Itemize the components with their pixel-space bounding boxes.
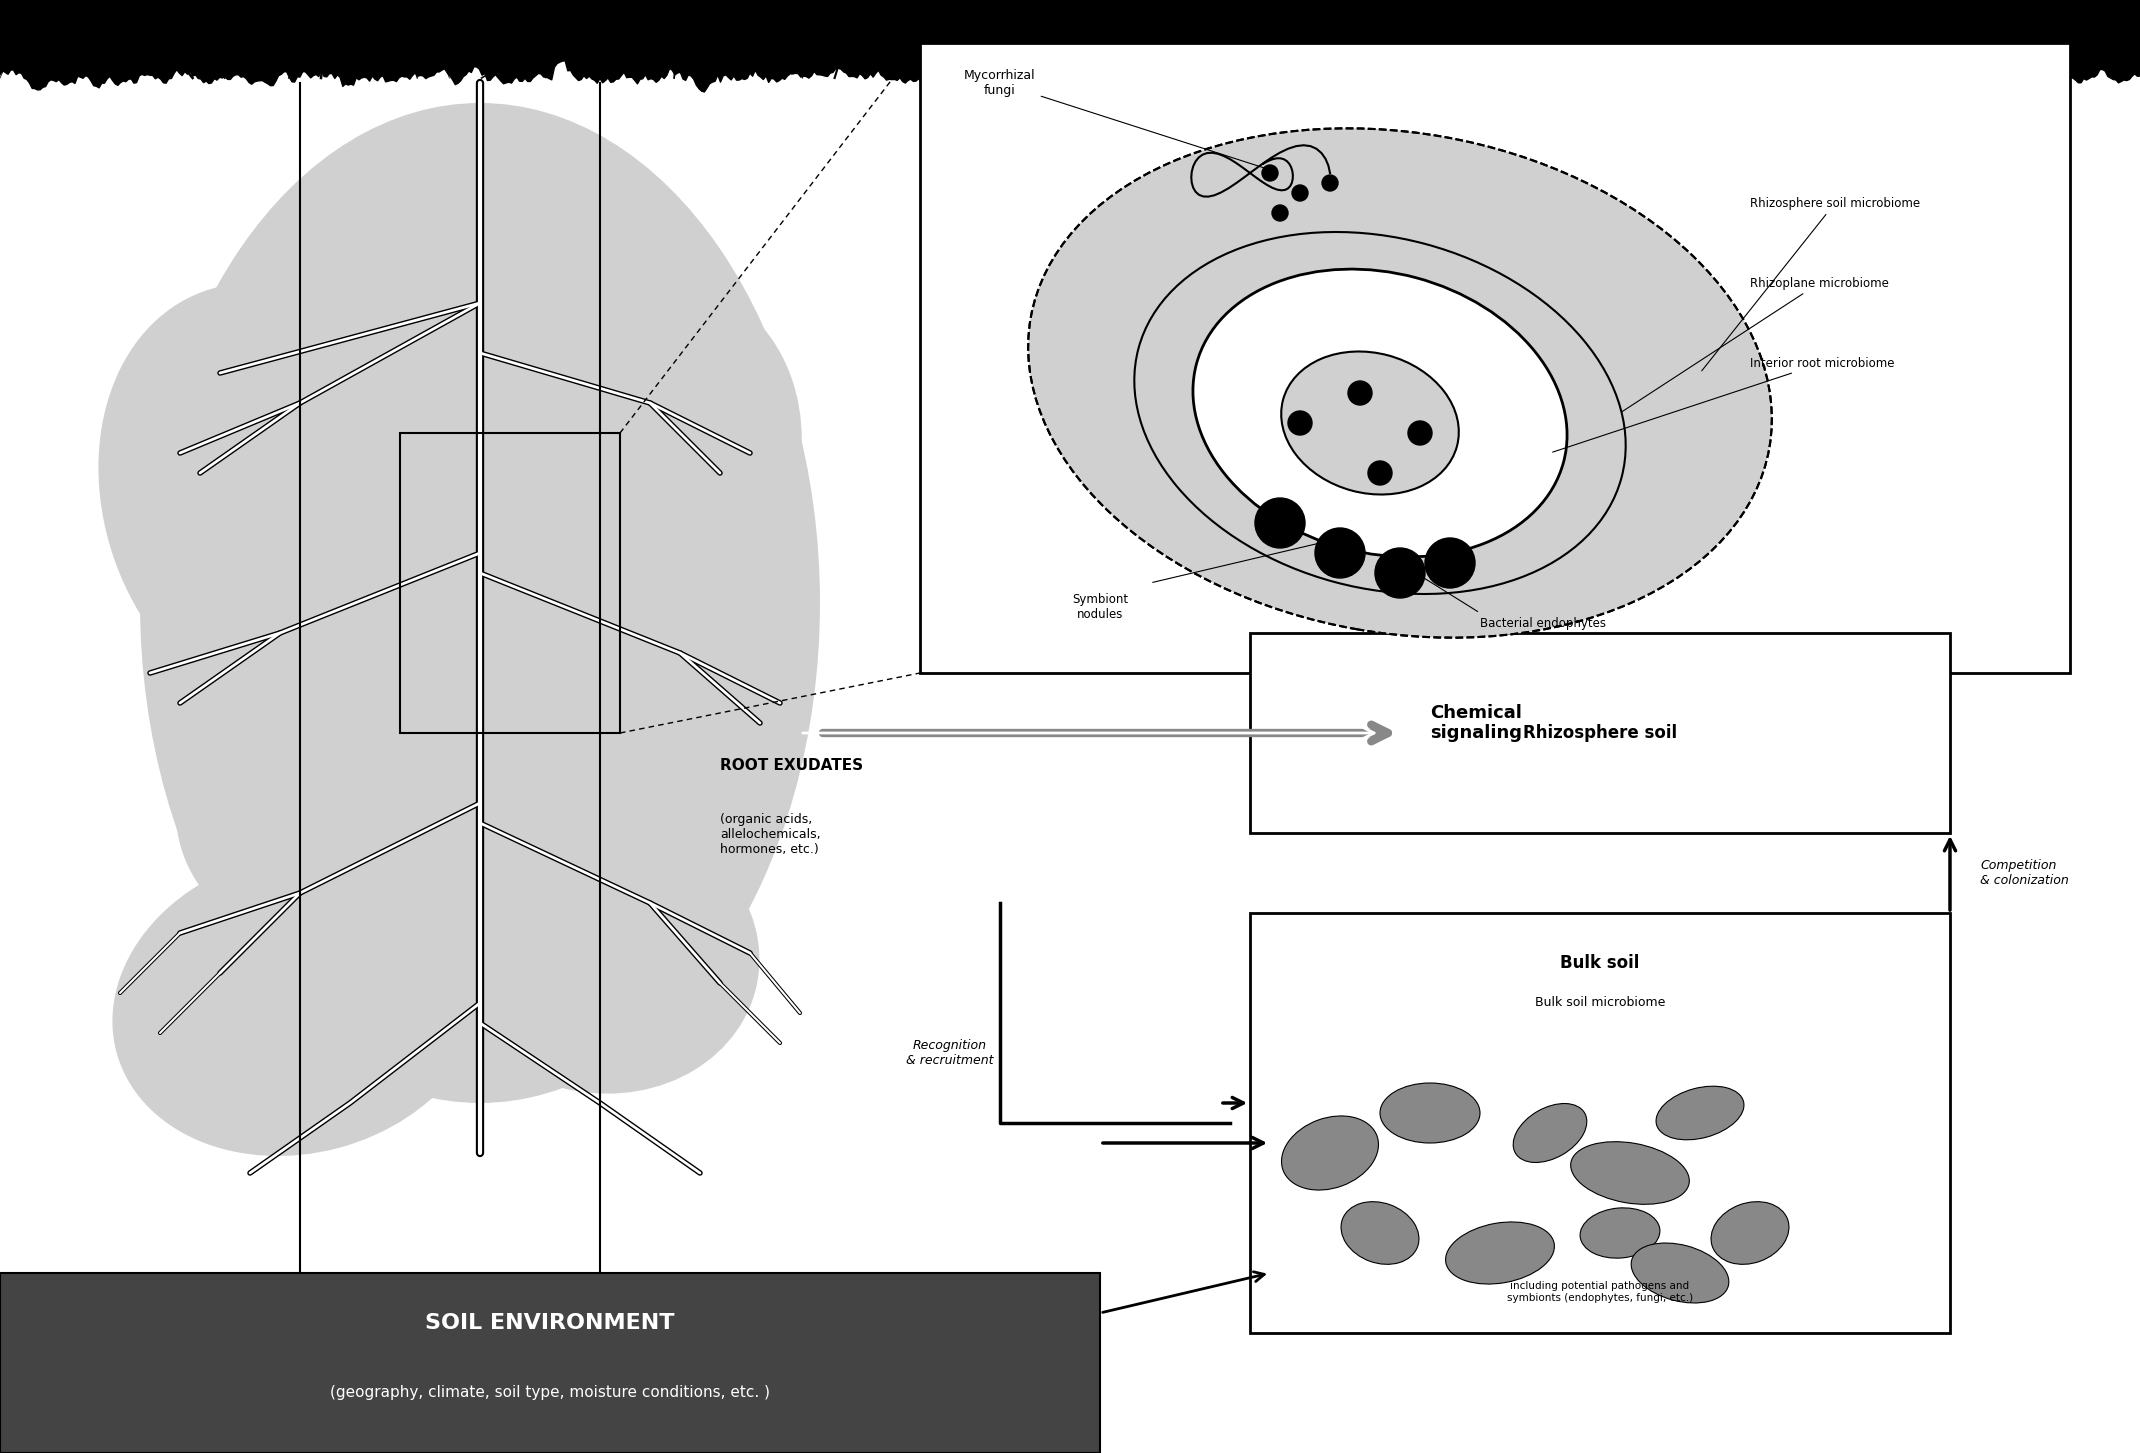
Ellipse shape bbox=[1656, 1087, 1744, 1139]
Text: Chemical
signaling: Chemical signaling bbox=[1430, 703, 1522, 742]
Ellipse shape bbox=[113, 850, 488, 1157]
Ellipse shape bbox=[499, 279, 802, 626]
Text: Bacterial endophytes: Bacterial endophytes bbox=[1481, 616, 1605, 629]
Text: Recognition
& recruitment: Recognition & recruitment bbox=[905, 1039, 993, 1067]
Ellipse shape bbox=[1571, 1142, 1688, 1205]
Circle shape bbox=[1263, 166, 1278, 182]
Circle shape bbox=[1271, 205, 1288, 221]
Ellipse shape bbox=[1192, 269, 1566, 556]
Text: including potential pathogens and
symbionts (endophytes, fungi, etc.): including potential pathogens and symbio… bbox=[1507, 1282, 1693, 1303]
Circle shape bbox=[1314, 527, 1365, 578]
Text: Bulk soil: Bulk soil bbox=[1560, 955, 1639, 972]
Circle shape bbox=[1323, 174, 1338, 190]
Ellipse shape bbox=[1342, 1202, 1419, 1264]
Circle shape bbox=[1408, 421, 1432, 445]
Ellipse shape bbox=[1380, 1082, 1481, 1144]
Ellipse shape bbox=[98, 283, 462, 722]
Ellipse shape bbox=[1712, 1202, 1789, 1264]
Ellipse shape bbox=[409, 594, 691, 912]
Bar bbox=[400, 433, 621, 732]
Bar bbox=[1250, 634, 1950, 833]
Bar bbox=[920, 44, 2069, 673]
Circle shape bbox=[1376, 548, 1425, 599]
Ellipse shape bbox=[1447, 1222, 1554, 1284]
Ellipse shape bbox=[1282, 352, 1459, 494]
Text: Mycorrhizal
fungi: Mycorrhizal fungi bbox=[965, 68, 1278, 171]
Text: (geography, climate, soil type, moisture conditions, etc. ): (geography, climate, soil type, moisture… bbox=[330, 1386, 770, 1401]
Circle shape bbox=[1288, 411, 1312, 434]
Circle shape bbox=[1348, 381, 1372, 405]
Text: Bulk soil microbiome: Bulk soil microbiome bbox=[1534, 997, 1665, 1010]
Text: Rhizosphere soil microbiome: Rhizosphere soil microbiome bbox=[1701, 196, 1920, 371]
Text: Rhizosphere soil: Rhizosphere soil bbox=[1524, 724, 1678, 742]
Ellipse shape bbox=[175, 652, 524, 953]
Text: Rhizoplane microbiome: Rhizoplane microbiome bbox=[1622, 276, 1890, 411]
Ellipse shape bbox=[1282, 1116, 1378, 1190]
Ellipse shape bbox=[139, 103, 820, 1103]
Text: Symbiont
nodules: Symbiont nodules bbox=[1072, 593, 1128, 620]
Ellipse shape bbox=[1579, 1207, 1661, 1258]
Text: SOIL ENVIRONMENT: SOIL ENVIRONMENT bbox=[426, 1314, 674, 1332]
Ellipse shape bbox=[441, 812, 760, 1094]
Bar bbox=[1250, 912, 1950, 1332]
Text: (organic acids,
allelochemicals,
hormones, etc.): (organic acids, allelochemicals, hormone… bbox=[719, 814, 820, 856]
Text: Competition
& colonization: Competition & colonization bbox=[1980, 859, 2069, 886]
Text: ROOT EXUDATES: ROOT EXUDATES bbox=[719, 758, 862, 773]
Circle shape bbox=[1367, 461, 1391, 485]
Ellipse shape bbox=[1513, 1103, 1588, 1162]
Ellipse shape bbox=[1631, 1242, 1729, 1303]
Bar bbox=[0, 1273, 1100, 1453]
Text: Interior root microbiome: Interior root microbiome bbox=[1554, 356, 1894, 452]
Circle shape bbox=[1254, 498, 1305, 548]
Circle shape bbox=[1425, 538, 1474, 588]
Ellipse shape bbox=[1027, 128, 1772, 638]
Circle shape bbox=[1293, 185, 1308, 201]
